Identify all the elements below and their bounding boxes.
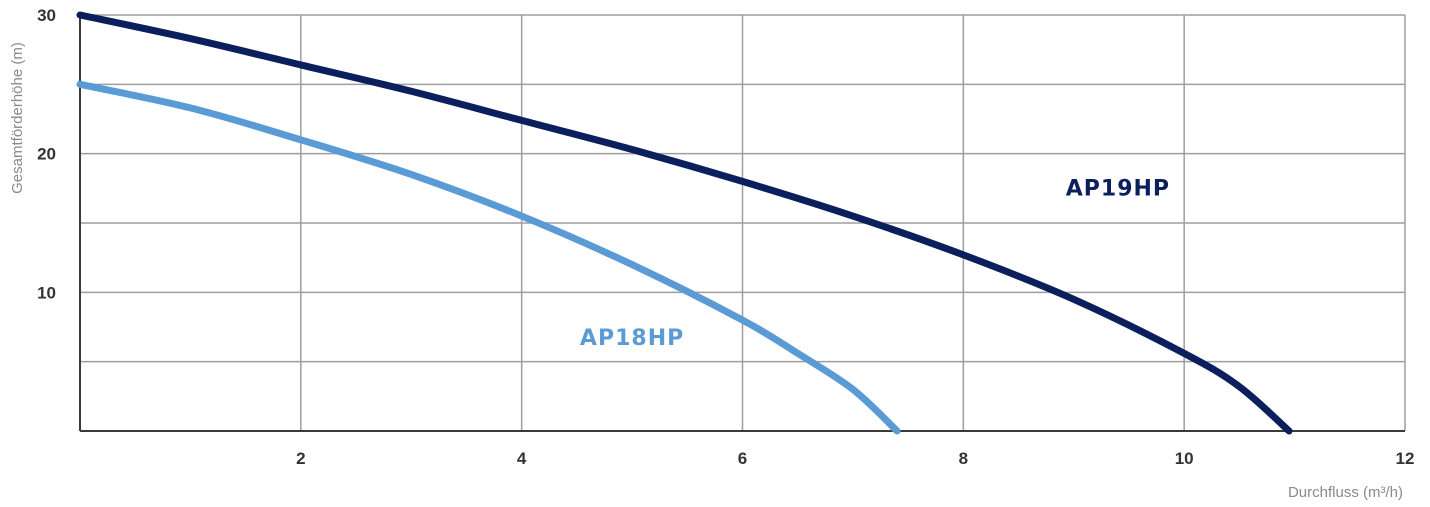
x-tick-label: 6: [738, 449, 747, 468]
series-lines: [76, 11, 1293, 435]
x-tick-label: 10: [1175, 449, 1194, 468]
series-label-ap18hp: AP18HP: [580, 326, 684, 351]
x-axis-title: Durchfluss (m³/h): [1288, 484, 1403, 501]
y-tick-label: 30: [37, 6, 56, 25]
y-axis-title: Gesamtförderhöhe (m): [9, 42, 26, 194]
grid: [80, 14, 1406, 431]
x-tick-label: 12: [1396, 449, 1415, 468]
y-tick-label: 20: [37, 145, 56, 164]
x-tick-label: 4: [517, 449, 527, 468]
series-label-ap19hp: AP19HP: [1066, 176, 1170, 201]
labels: 2 4 6 8 10 12 10 20 30 Gesamtförderhöhe (m) Durchf…: [9, 6, 1414, 501]
y-tick-label: 10: [37, 283, 56, 302]
x-tick-label: 8: [959, 449, 968, 468]
x-tick-label: 2: [296, 449, 305, 468]
series-line-ap18hp: [76, 80, 901, 435]
series-line-ap19hp: [76, 11, 1293, 435]
